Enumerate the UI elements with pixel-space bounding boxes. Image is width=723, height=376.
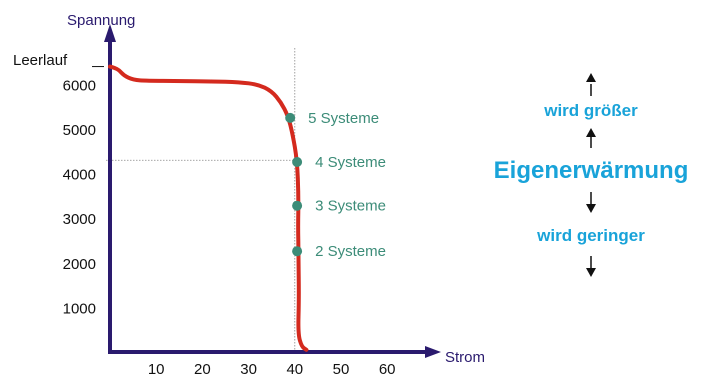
x-tick-label: 10 bbox=[148, 361, 165, 376]
data-point-label: 5 Systeme bbox=[308, 110, 379, 127]
arrow-up-icon bbox=[586, 73, 596, 96]
main-text: Eigenerwärmung bbox=[494, 157, 689, 184]
arrow-down-icon bbox=[586, 256, 596, 277]
y-tick-label: 4000 bbox=[63, 167, 96, 184]
data-point-label: 2 Systeme bbox=[315, 243, 386, 260]
x-tick-label: 60 bbox=[379, 361, 396, 376]
y-axis-arrow-icon bbox=[104, 24, 116, 42]
series-line bbox=[108, 64, 309, 352]
curve-layer bbox=[108, 64, 309, 352]
points-layer: 5 Systeme 4 Systeme 3 Systeme 2 Systeme bbox=[285, 110, 386, 260]
y-tick-label: 2000 bbox=[63, 256, 96, 273]
x-axis-label: Strom bbox=[445, 349, 485, 366]
data-point bbox=[285, 112, 296, 123]
y-tick-label: 1000 bbox=[63, 300, 96, 317]
tick-labels: 1000 2000 3000 4000 5000 6000 10 20 30 40 50 60 bbox=[63, 77, 396, 376]
x-tick-label: 40 bbox=[286, 361, 303, 376]
data-point bbox=[292, 200, 303, 211]
x-axis-arrow-icon bbox=[425, 346, 441, 358]
upper-text: wird größer bbox=[543, 101, 638, 120]
y-axis-label: Spannung bbox=[67, 12, 135, 29]
arrow-down-icon bbox=[586, 192, 596, 213]
data-point-label: 4 Systeme bbox=[315, 154, 386, 171]
y-tick-label: 5000 bbox=[63, 122, 96, 139]
reference-lines bbox=[106, 48, 296, 352]
side-panel: wird größer Eigenerwärmung wird geringer bbox=[494, 73, 689, 277]
axes bbox=[92, 24, 441, 358]
y-tick-label: 3000 bbox=[63, 211, 96, 228]
x-tick-label: 50 bbox=[333, 361, 350, 376]
data-point bbox=[292, 157, 303, 168]
data-point-label: 3 Systeme bbox=[315, 198, 386, 215]
y-tick-label: 6000 bbox=[63, 77, 96, 94]
data-point bbox=[292, 246, 303, 257]
x-tick-label: 30 bbox=[240, 361, 257, 376]
lower-text: wird geringer bbox=[536, 226, 645, 245]
x-tick-label: 20 bbox=[194, 361, 211, 376]
arrow-up-icon bbox=[586, 128, 596, 148]
open-circuit-label: Leerlauf bbox=[13, 52, 68, 69]
